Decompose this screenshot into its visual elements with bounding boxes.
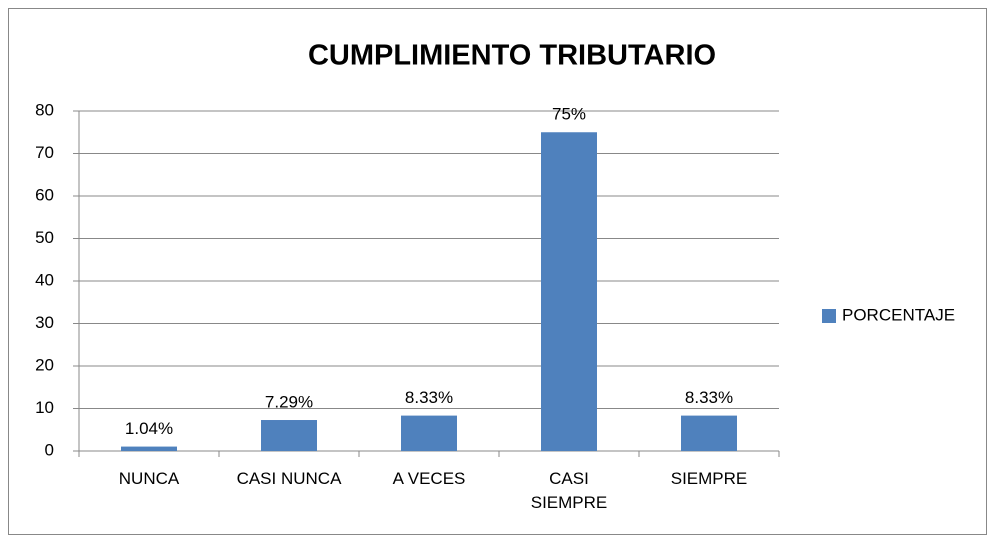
bar <box>401 415 457 451</box>
x-tick-label: A VECES <box>392 469 466 488</box>
y-tick-label: 10 <box>35 398 54 417</box>
data-label: 8.33% <box>405 388 453 407</box>
x-tick-label: CASI NUNCA <box>236 469 342 488</box>
y-tick-label: 0 <box>45 440 54 459</box>
bar <box>681 415 737 451</box>
y-tick-label: 30 <box>35 313 54 332</box>
x-tick-label: SIEMPRE <box>670 469 748 488</box>
data-label: 1.04% <box>125 419 173 438</box>
y-tick-label: 40 <box>35 270 54 289</box>
y-tick-label: 20 <box>35 355 54 374</box>
data-label: 8.33% <box>685 388 733 407</box>
data-label: 7.29% <box>265 393 313 412</box>
legend-label: PORCENTAJE <box>842 305 955 324</box>
chart-title: CUMPLIMIENTO TRIBUTARIO <box>308 40 716 72</box>
chart-border <box>8 8 987 535</box>
y-tick-label: 80 <box>35 100 54 119</box>
y-tick-label: 60 <box>35 185 54 204</box>
y-tick-label: 70 <box>35 143 54 162</box>
bar <box>261 420 317 451</box>
bar <box>541 132 597 451</box>
legend-swatch <box>822 309 836 323</box>
x-tick-label: CASI SIEMPRE <box>530 469 608 512</box>
x-tick-label: NUNCA <box>118 469 180 488</box>
data-label: 75% <box>552 105 586 124</box>
bar <box>121 446 177 451</box>
y-tick-label: 50 <box>35 228 54 247</box>
